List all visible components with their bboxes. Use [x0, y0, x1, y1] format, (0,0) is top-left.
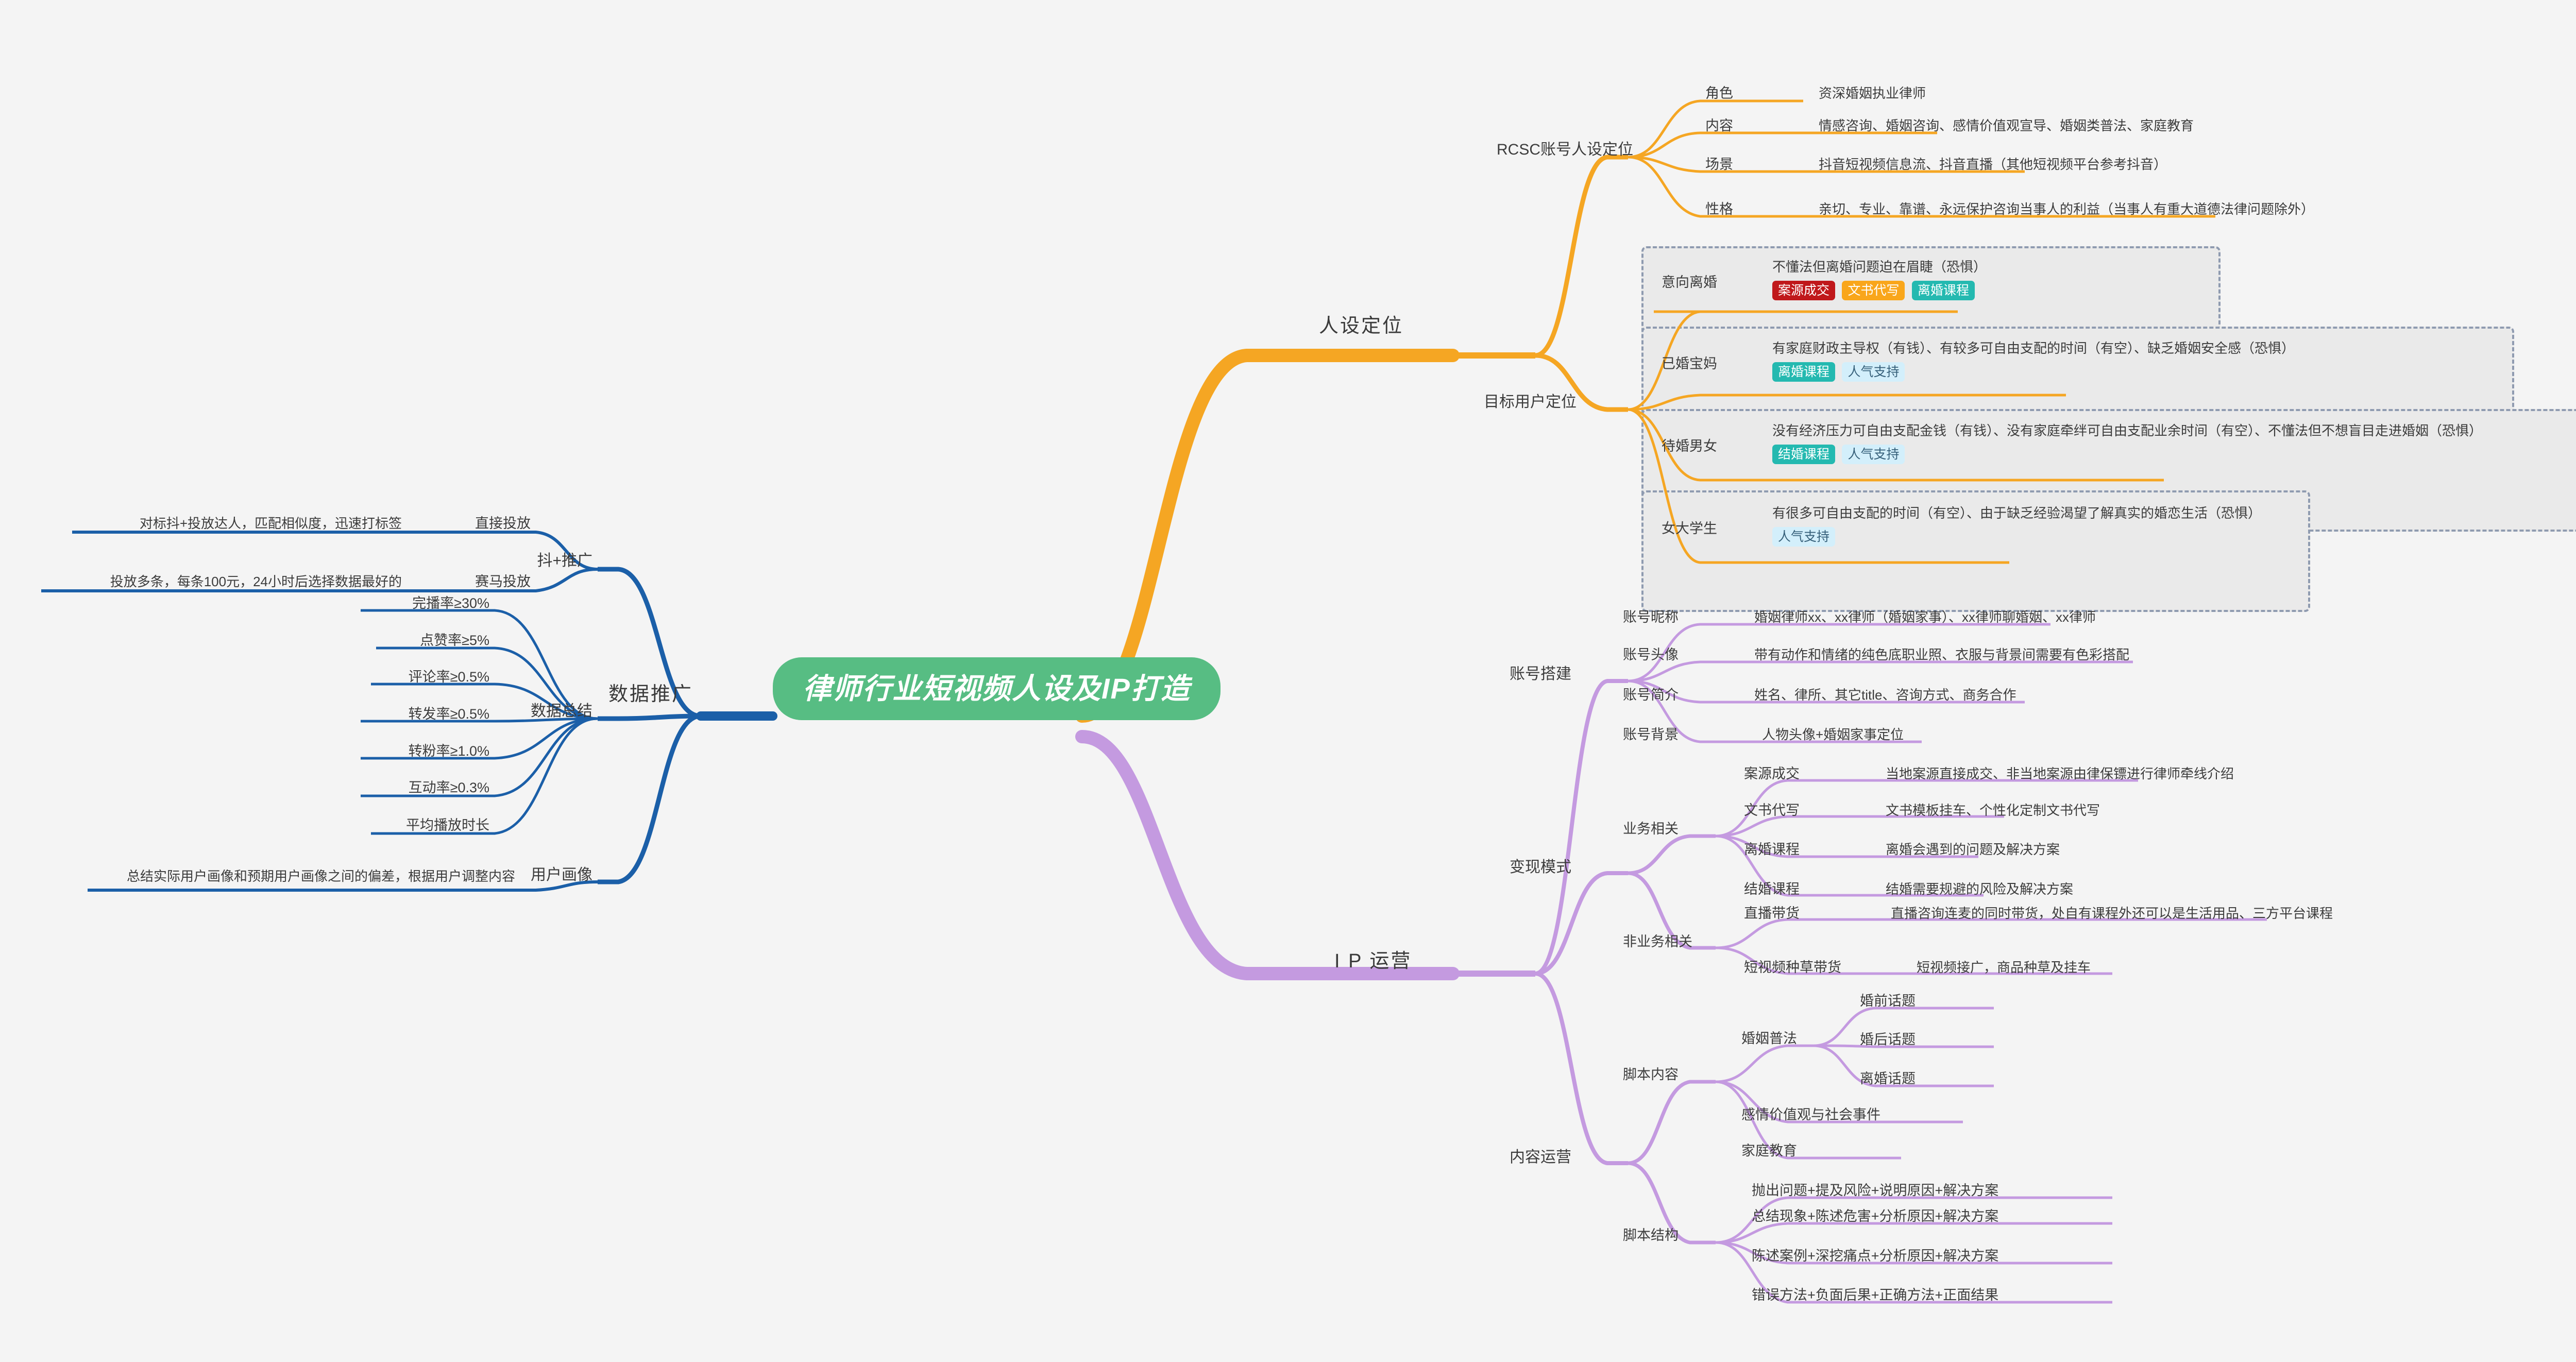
node-live-commerce-value: 直播咨询连麦的同时带货，处自有课程外还可以是生活用品、三方平台课程 — [1891, 906, 2333, 921]
node-wenshu-daixie-key[interactable]: 文书代写 — [1744, 803, 1800, 818]
node-script-structure[interactable]: 脚本结构 — [1623, 1228, 1679, 1243]
node-metric-follow-conversion-rate[interactable]: 转粉率≥1.0% — [408, 743, 489, 759]
node-user-yixiang-lihun-detail: 不懂法但离婚问题迫在眉睫（恐惧） 案源成交 文书代写 离婚课程 — [1772, 259, 1987, 301]
node-topic-premarital[interactable]: 婚前话题 — [1860, 993, 1916, 1009]
node-target-user-positioning[interactable]: 目标用户定位 — [1484, 394, 1577, 411]
node-monetization-mode[interactable]: 变现模式 — [1510, 859, 1571, 876]
node-account-nickname-key[interactable]: 账号昵称 — [1623, 609, 1679, 625]
node-account-avatar-value: 带有动作和情绪的纯色底职业照、衣服与背景间需要有色彩搭配 — [1754, 647, 2130, 662]
node-account-background-value: 人物头像+婚姻家事定位 — [1762, 727, 1904, 742]
node-anyuan-chengjiao-key[interactable]: 案源成交 — [1744, 766, 1800, 781]
tag-renqi-zhichi[interactable]: 人气支持 — [1842, 444, 1905, 465]
node-user-yihun-baoma-detail: 有家庭财政主导权（有钱）、有较多可自由支配的时间（有空）、缺乏婚姻安全感（恐惧）… — [1772, 340, 2295, 382]
node-metric-share-rate[interactable]: 转发率≥0.5% — [408, 706, 489, 722]
tag-wenshu-daixie[interactable]: 文书代写 — [1842, 280, 1905, 301]
tag-renqi-zhichi[interactable]: 人气支持 — [1772, 526, 1836, 547]
node-metric-interaction-rate[interactable]: 互动率≥0.3% — [408, 780, 489, 795]
node-metric-like-rate[interactable]: 点赞率≥5% — [420, 633, 489, 648]
node-structure-3[interactable]: 陈述案例+深挖痛点+分析原因+解决方案 — [1752, 1248, 1999, 1264]
node-user-profile-value: 总结实际用户画像和预期用户画像之间的偏差，根据用户调整内容 — [126, 869, 515, 884]
node-personality-key[interactable]: 性格 — [1705, 201, 1733, 217]
node-anyuan-chengjiao-value: 当地案源直接成交、非当地案源由律保镖进行律师牵线介绍 — [1886, 766, 2234, 781]
node-direct-placement-key[interactable]: 直接投放 — [475, 516, 531, 531]
node-user-yihun-baoma-key[interactable]: 已婚宝妈 — [1662, 356, 1717, 371]
node-family-education[interactable]: 家庭教育 — [1741, 1143, 1797, 1159]
node-user-yixiang-lihun-key[interactable]: 意向离婚 — [1662, 275, 1717, 290]
node-content-key[interactable]: 内容 — [1705, 118, 1733, 133]
node-emotional-values-social-events[interactable]: 感情价值观与社会事件 — [1741, 1107, 1880, 1122]
node-horserace-placement-key[interactable]: 赛马投放 — [475, 574, 531, 589]
node-data-summary[interactable]: 数据总结 — [531, 703, 592, 720]
tag-renqi-zhichi[interactable]: 人气支持 — [1842, 362, 1905, 382]
node-user-daihun-nannv-detail: 没有经济压力可自由支配金钱（有钱）、没有家庭牵绊可自由支配业余时间（有空）、不懂… — [1772, 422, 2482, 465]
node-user-profile[interactable]: 用户画像 — [531, 866, 592, 883]
node-marriage-law-popularization[interactable]: 婚姻普法 — [1741, 1031, 1797, 1046]
node-short-video-commerce-key[interactable]: 短视频种草带货 — [1744, 960, 1841, 975]
node-role-key[interactable]: 角色 — [1705, 86, 1733, 101]
branch-ip-label[interactable]: I P 运营 — [1334, 950, 1412, 972]
node-content-value: 情感咨询、婚姻咨询、感情价值观宣导、婚姻类普法、家庭教育 — [1819, 118, 2194, 133]
node-topic-postmarital[interactable]: 婚后话题 — [1860, 1032, 1916, 1047]
node-topic-divorce[interactable]: 离婚话题 — [1860, 1071, 1916, 1086]
node-horserace-placement-value: 投放多条，每条100元，24小时后选择数据最好的 — [110, 574, 402, 589]
node-structure-1[interactable]: 抛出问题+提及风险+说明原因+解决方案 — [1752, 1183, 1999, 1198]
node-direct-placement-value: 对标抖+投放达人，匹配相似度，迅速打标签 — [139, 516, 402, 531]
branch-data-label[interactable]: 数据推广 — [608, 684, 693, 705]
root-title: 律师行业短视频人设及IP打造 — [803, 672, 1191, 705]
root-node[interactable]: 律师行业短视频人设及IP打造 — [773, 657, 1221, 720]
tag-lihun-kecheng[interactable]: 离婚课程 — [1772, 362, 1836, 382]
node-structure-4[interactable]: 错误方法+负面后果+正确方法+正面结果 — [1752, 1287, 1999, 1303]
node-short-video-commerce-value: 短视频接广，商品种草及挂车 — [1917, 960, 2091, 975]
node-douyin-plus-promotion[interactable]: 抖+推广 — [537, 552, 592, 569]
node-role-value: 资深婚姻执业律师 — [1819, 86, 1926, 101]
node-scene-key[interactable]: 场景 — [1705, 157, 1733, 172]
tag-lihun-kecheng[interactable]: 离婚课程 — [1911, 280, 1975, 301]
node-account-bio-key[interactable]: 账号简介 — [1623, 687, 1679, 703]
node-lihun-kecheng-value: 离婚会遇到的问题及解决方案 — [1886, 842, 2060, 857]
node-account-bio-value: 姓名、律所、其它title、咨询方式、商务合作 — [1754, 687, 2016, 703]
node-user-nv-daxuesheng-detail: 有很多可自由支配的时间（有空）、由于缺乏经验渴望了解真实的婚恋生活（恐惧） 人气… — [1772, 505, 2261, 547]
node-account-nickname-value: 婚姻律师xx、xx律师（婚姻家事）、xx律师聊婚姻、xx律师 — [1754, 609, 2096, 625]
node-metric-comment-rate[interactable]: 评论率≥0.5% — [408, 669, 489, 685]
node-live-commerce-key[interactable]: 直播带货 — [1744, 906, 1800, 921]
tag-jiehun-kecheng[interactable]: 结婚课程 — [1772, 444, 1836, 465]
node-personality-value: 亲切、专业、靠谱、永远保护咨询当事人的利益（当事人有重大道德法律问题除外） — [1819, 201, 2315, 217]
node-wenshu-daixie-value: 文书模板挂车、个性化定制文书代写 — [1886, 803, 2100, 818]
tag-anyuan-chengjiao[interactable]: 案源成交 — [1772, 280, 1836, 301]
node-content-operations[interactable]: 内容运营 — [1510, 1149, 1571, 1166]
node-business-related[interactable]: 业务相关 — [1623, 821, 1679, 837]
node-account-background-key[interactable]: 账号背景 — [1623, 727, 1679, 742]
branch-persona-label[interactable]: 人设定位 — [1319, 315, 1404, 337]
node-jiehun-kecheng-key[interactable]: 结婚课程 — [1744, 881, 1800, 897]
node-metric-completion-rate[interactable]: 完播率≥30% — [412, 595, 489, 611]
node-structure-2[interactable]: 总结现象+陈述危害+分析原因+解决方案 — [1752, 1208, 1999, 1224]
node-jiehun-kecheng-value: 结婚需要规避的风险及解决方案 — [1886, 881, 2074, 897]
node-rcsc-persona[interactable]: RCSC账号人设定位 — [1497, 141, 1634, 158]
node-account-setup[interactable]: 账号搭建 — [1510, 666, 1571, 683]
node-lihun-kecheng-key[interactable]: 离婚课程 — [1744, 842, 1800, 857]
node-metric-avg-play-duration[interactable]: 平均播放时长 — [406, 818, 489, 833]
node-account-avatar-key[interactable]: 账号头像 — [1623, 647, 1679, 662]
node-non-business-related[interactable]: 非业务相关 — [1623, 934, 1692, 949]
node-script-content[interactable]: 脚本内容 — [1623, 1067, 1679, 1082]
node-scene-value: 抖音短视频信息流、抖音直播（其他短视频平台参考抖音） — [1819, 157, 2167, 172]
node-user-daihun-nannv-key[interactable]: 待婚男女 — [1662, 438, 1717, 454]
node-user-nv-daxuesheng-key[interactable]: 女大学生 — [1662, 521, 1717, 536]
